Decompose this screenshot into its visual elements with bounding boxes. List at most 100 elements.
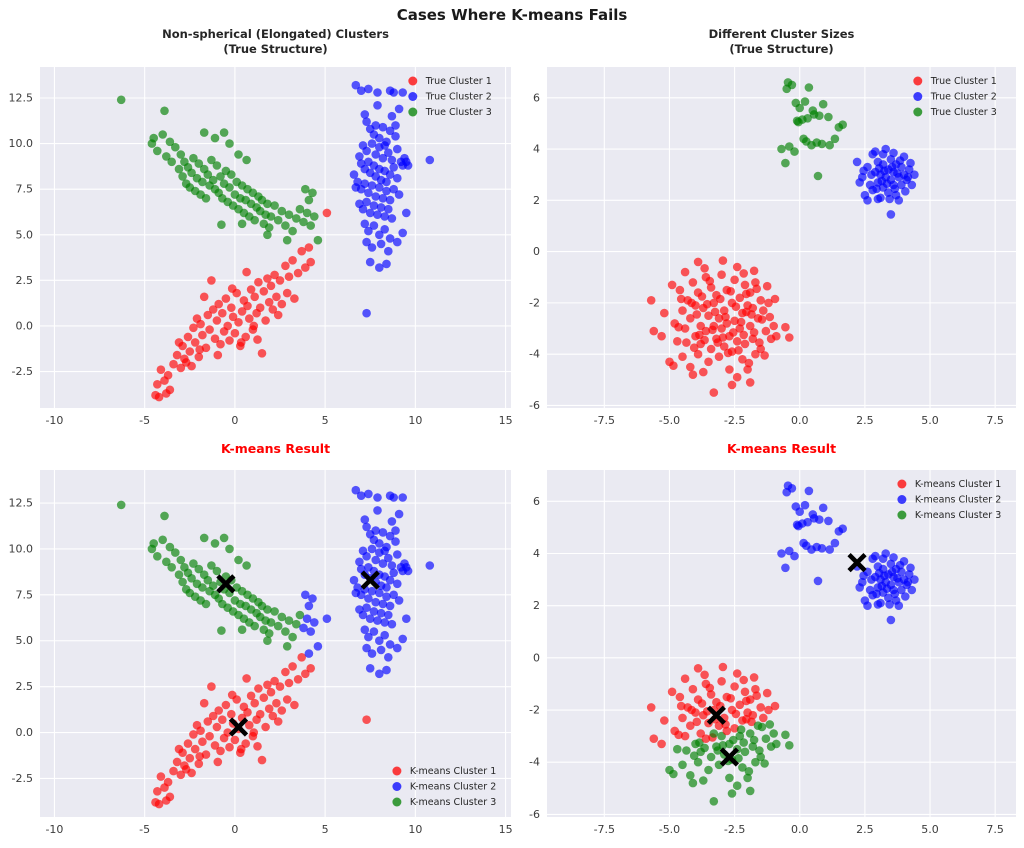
legend-marker-cluster1 (913, 76, 923, 86)
scatter-point-cluster3 (782, 84, 791, 94)
scatter-point-cluster1 (680, 731, 690, 741)
scatter-point-cluster3 (189, 153, 198, 163)
scatter-point-cluster3 (207, 561, 216, 570)
scatter-point-cluster2 (362, 522, 371, 532)
scatter-point-cluster3 (212, 161, 222, 170)
scatter-point-cluster3 (301, 184, 310, 194)
scatter-point-cluster2 (387, 111, 397, 121)
legend-label: True Cluster 1 (930, 76, 997, 87)
scatter-point-cluster1 (241, 739, 250, 748)
scatter-point-cluster1 (216, 339, 225, 349)
scatter-point-cluster3 (242, 155, 251, 165)
scatter-point-cluster1 (196, 319, 205, 329)
scatter-point-cluster1 (221, 700, 231, 710)
x-tick-label: -7.5 (594, 414, 615, 427)
x-tick-label: -10 (45, 414, 63, 427)
scatter-point-cluster1 (259, 693, 269, 702)
scatter-point-cluster1 (749, 673, 759, 682)
scatter-point-cluster1 (172, 350, 182, 360)
scatter-point-cluster1 (714, 352, 724, 362)
scatter-point-cluster1 (165, 385, 175, 395)
scatter-point-cluster2 (391, 526, 400, 535)
scatter-point-cluster1 (275, 682, 285, 691)
scatter-point-cluster1 (770, 701, 780, 711)
scatter-point-cluster3 (288, 632, 297, 642)
scatter-point-cluster1 (660, 308, 669, 318)
scatter-point-cluster2 (367, 139, 377, 148)
scatter-point-cluster2 (393, 237, 402, 247)
scatter-point-cluster2 (304, 649, 314, 658)
scatter-point-cluster2 (371, 597, 381, 607)
scatter-point-cluster1 (254, 684, 263, 693)
scatter-point-cluster3 (158, 130, 167, 139)
scatter-point-cluster1 (261, 722, 270, 732)
scatter-point-cluster2 (371, 150, 381, 159)
scatter-point-cluster1 (697, 292, 707, 301)
scatter-point-cluster2 (310, 618, 319, 627)
scatter-point-cluster2 (389, 163, 399, 172)
centroid-x-marker (216, 574, 236, 594)
scatter-point-cluster3 (313, 235, 323, 245)
scatter-point-cluster2 (804, 486, 814, 496)
scatter-point-cluster2 (890, 184, 900, 194)
scatter-point-cluster2 (375, 539, 384, 548)
scatter-point-cluster3 (760, 759, 769, 768)
scatter-point-cluster3 (234, 150, 243, 159)
legend-label: K-means Cluster 3 (410, 797, 496, 808)
scatter-point-cluster2 (398, 493, 408, 502)
scatter-point-cluster1 (700, 335, 709, 345)
scatter-point-cluster2 (358, 204, 368, 214)
scatter-point-cluster1 (709, 388, 719, 397)
scatter-point-cluster3 (149, 539, 158, 548)
scatter-point-cluster2 (371, 192, 381, 201)
scatter-point-cluster3 (176, 555, 186, 565)
scatter-point-cluster2 (398, 566, 408, 576)
centroid-x-marker (847, 552, 867, 573)
scatter-point-cluster3 (165, 542, 175, 552)
x-tick-label: 10 (408, 414, 422, 427)
scatter-point-cluster1 (264, 704, 274, 713)
scatter-point-cluster2 (886, 210, 896, 219)
scatter-point-cluster1 (669, 361, 678, 371)
scatter-point-cluster1 (701, 734, 711, 743)
scatter-point-cluster2 (903, 577, 913, 587)
scatter-point-cluster2 (375, 588, 384, 598)
scatter-point-cluster2 (393, 579, 402, 589)
scatter-point-cluster3 (263, 605, 272, 614)
scatter-point-cluster1 (246, 285, 256, 294)
scatter-point-cluster3 (756, 752, 765, 762)
scatter-point-cluster3 (167, 563, 176, 572)
scatter-point-cluster2 (362, 603, 371, 612)
scatter-point-cluster1 (688, 278, 698, 287)
scatter-point-cluster1 (716, 294, 725, 304)
scatter-point-cluster3 (178, 172, 187, 181)
scatter-point-cluster1 (282, 288, 292, 298)
x-tick-label: 0 (231, 414, 238, 427)
scatter-point-cluster1 (246, 691, 256, 701)
scatter-point-cluster3 (738, 763, 747, 772)
scatter-point-cluster2 (384, 204, 393, 214)
scatter-point-cluster1 (726, 694, 735, 703)
scatter-point-cluster1 (245, 720, 254, 730)
scatter-point-cluster2 (385, 575, 395, 585)
scatter-point-cluster1 (243, 301, 252, 311)
scatter-point-cluster3 (727, 789, 737, 798)
scatter-point-cluster3 (203, 575, 213, 585)
legend-label: K-means Cluster 2 (410, 782, 496, 793)
scatter-point-cluster1 (735, 293, 745, 303)
scatter-point-cluster2 (369, 201, 379, 210)
scatter-point-cluster2 (389, 590, 399, 600)
scatter-point-cluster3 (273, 215, 283, 225)
scatter-point-cluster3 (799, 134, 808, 144)
scatter-point-cluster2 (371, 121, 381, 130)
scatter-point-cluster1 (747, 310, 756, 319)
scatter-point-cluster3 (803, 114, 812, 123)
scatter-point-cluster3 (310, 212, 319, 221)
scatter-point-cluster1 (281, 261, 290, 271)
scatter-point-cluster1 (306, 664, 316, 673)
scatter-point-cluster1 (362, 715, 371, 724)
scatter-point-cluster1 (253, 742, 262, 751)
scatter-point-cluster3 (732, 781, 742, 790)
scatter-point-cluster1 (722, 726, 732, 736)
scatter-point-cluster1 (706, 690, 716, 699)
